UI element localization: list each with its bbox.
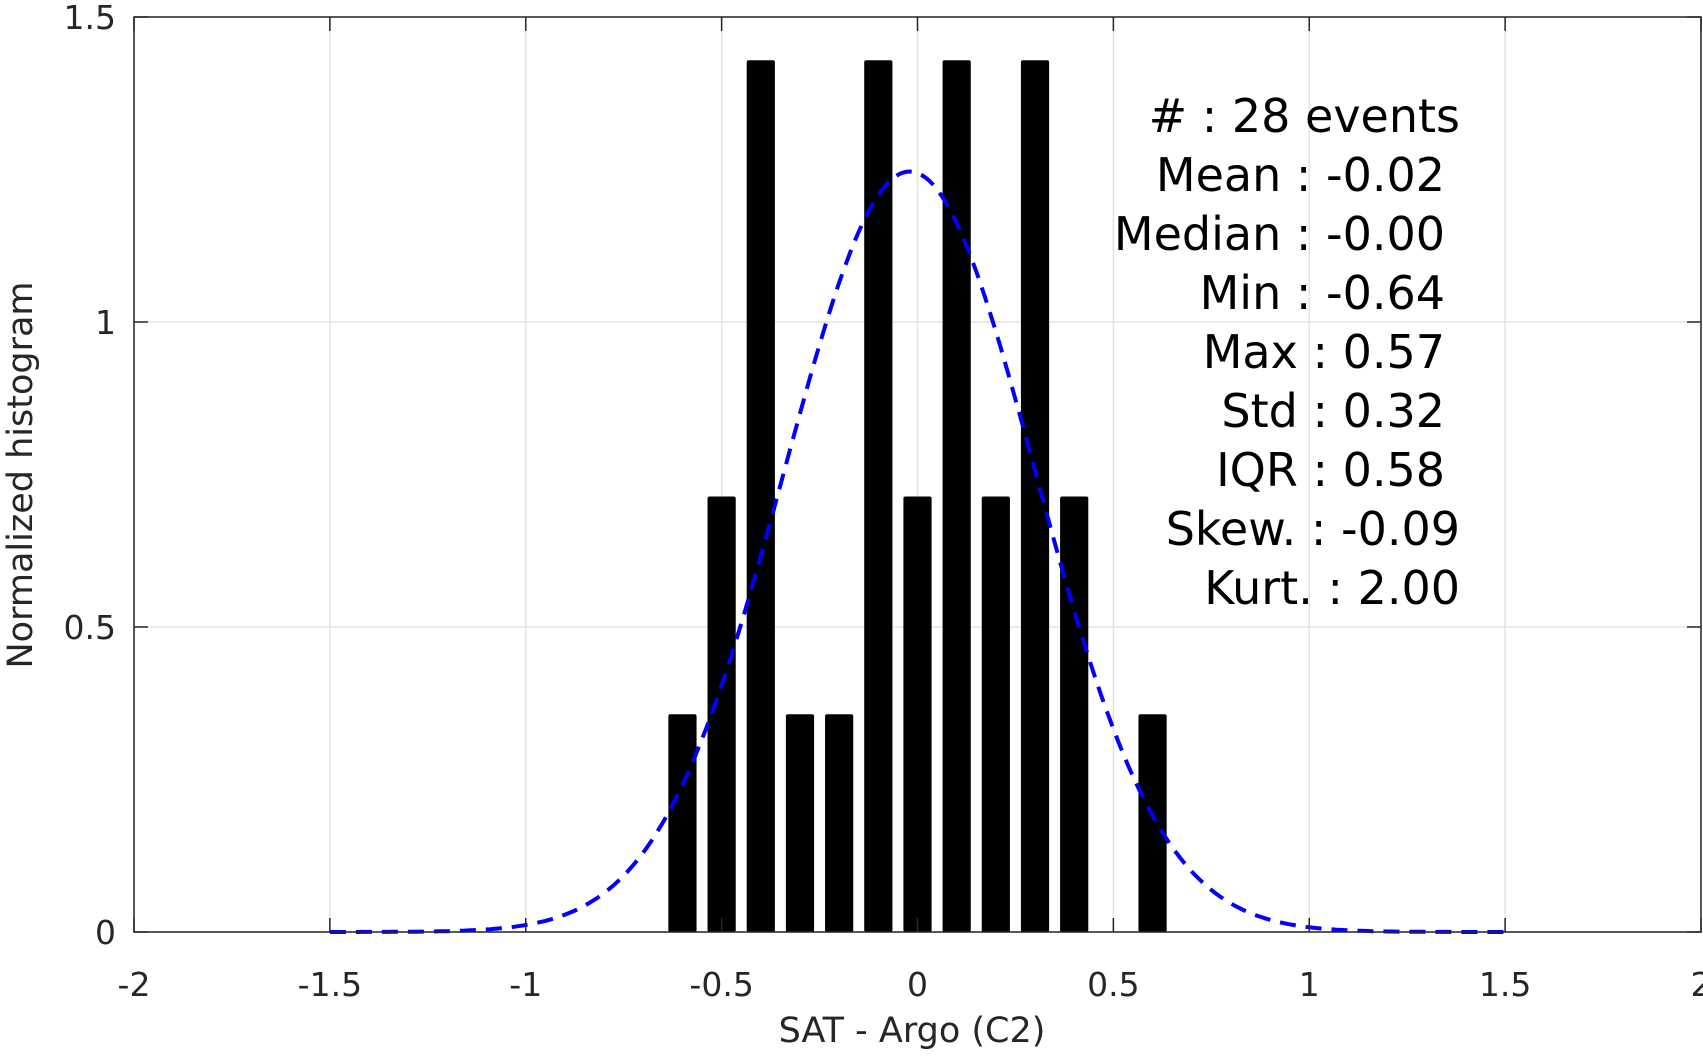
stat-line-min: Min : -0.64 [1200,266,1445,320]
y-axis-ticks: 0 0.5 1 1.5 [64,0,1701,952]
histogram-bars [668,60,1167,933]
x-tick-label: -1.5 [298,965,362,1004]
y-tick-label: 0.5 [64,608,116,647]
x-tick-label: -1 [509,965,542,1004]
stat-line-count: # : 28 events [1149,89,1460,143]
x-axis-ticks: -2 -1.5 -1 -0.5 0 0.5 1 1.5 2 [118,17,1703,1004]
y-axis-label: Normalized histogram [1,281,41,668]
y-tick-label: 1 [95,303,116,342]
stats-box: # : 28 events Mean : -0.02 Median : -0.0… [1114,89,1460,615]
histogram-bar [1060,496,1089,932]
histogram-bar [1020,60,1050,933]
stat-line-median: Median : -0.00 [1114,207,1445,261]
histogram-bar [1138,714,1167,932]
stat-line-std: Std : 0.32 [1221,384,1445,438]
x-tick-label: 2 [1691,965,1703,1004]
histogram-bar [707,496,736,932]
stat-line-max: Max : 0.57 [1203,325,1445,379]
stat-line-skew: Skew. : -0.09 [1166,502,1460,556]
histogram-bar [903,496,932,932]
histogram-bar [785,714,815,932]
x-tick-label: 1.5 [1479,965,1531,1004]
x-tick-label: -0.5 [689,965,753,1004]
y-tick-label: 1.5 [64,0,116,37]
x-tick-label: 1 [1299,965,1320,1004]
stat-line-kurt: Kurt. : 2.00 [1204,561,1460,615]
stat-line-mean: Mean : -0.02 [1156,148,1445,202]
histogram-bar [981,496,1010,932]
histogram-bar [825,714,854,932]
x-tick-label: 0 [907,965,928,1004]
stat-line-iqr: IQR : 0.58 [1216,443,1445,497]
histogram-bar [668,714,697,932]
x-axis-label: SAT - Argo (C2) [779,1011,1046,1051]
histogram-bar [942,60,971,933]
y-tick-label: 0 [95,913,116,952]
x-tick-label: -2 [118,965,151,1004]
histogram-bar [864,60,893,933]
x-tick-label: 0.5 [1087,965,1139,1004]
histogram-bar [746,60,775,933]
